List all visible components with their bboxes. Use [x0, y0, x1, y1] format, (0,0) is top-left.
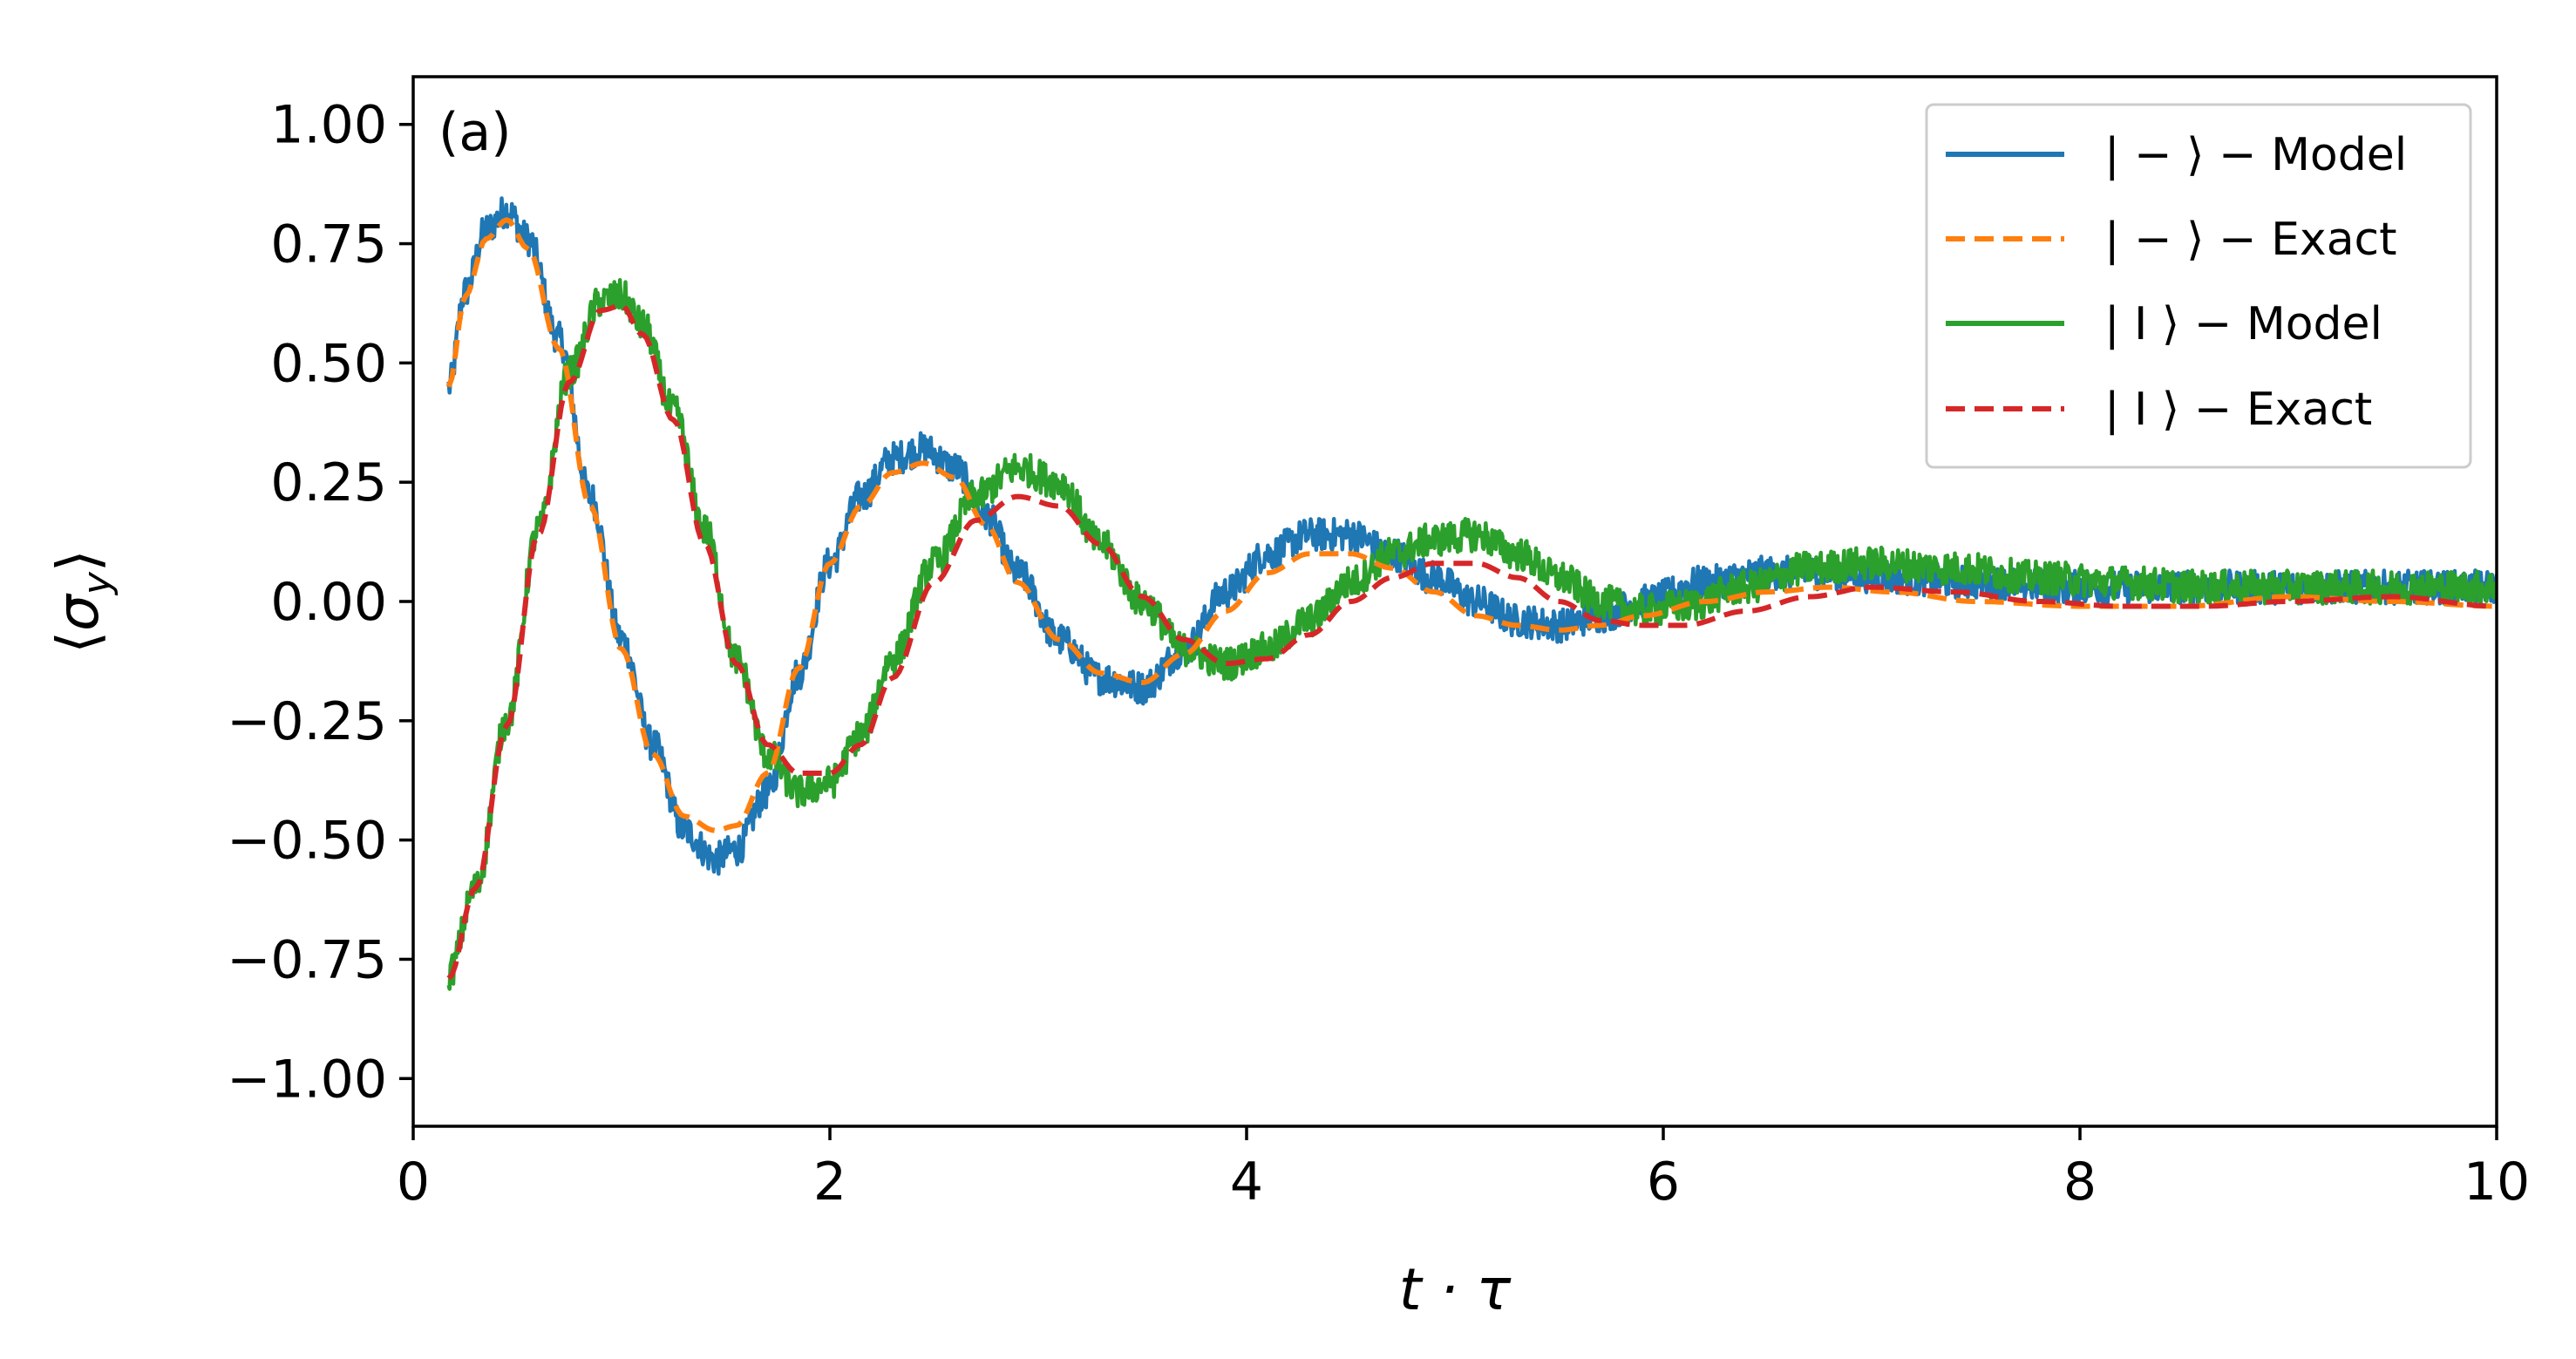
y-axis-label: ⟨σy⟩	[44, 549, 119, 653]
x-tick-label: 4	[1230, 1152, 1263, 1213]
x-tick-label: 8	[2063, 1152, 2097, 1213]
legend-label-1: | − ⟩ − Model	[2104, 129, 2407, 181]
series-layer	[445, 196, 2497, 991]
panel-label: (a)	[438, 102, 512, 163]
x-tick-label: 0	[397, 1152, 430, 1213]
svg-text:⟨σy⟩: ⟨σy⟩	[44, 549, 119, 653]
legend: | − ⟩ − Model | − ⟩ − Exact | I ⟩ − Model |…	[1925, 103, 2472, 469]
y-tick-label: −0.50	[227, 811, 387, 872]
x-axis: 0 2 4 6 8 10	[397, 1126, 2530, 1213]
y-tick-label: −0.25	[227, 691, 387, 752]
series-line-3	[446, 278, 2497, 991]
y-tick-label: 0.75	[270, 214, 387, 275]
y-tick-label: 0.50	[270, 333, 387, 394]
legend-label-2: | − ⟩ − Exact	[2104, 214, 2397, 266]
y-axis: 1.00 0.75 0.50 0.25 0.00 −0.25 −0.50 −0.75 −1.00	[227, 95, 413, 1110]
x-tick-label: 6	[1647, 1152, 1680, 1213]
y-tick-label: 0.00	[270, 572, 387, 633]
x-axis-label: t · τ	[1399, 1256, 1512, 1323]
legend-label-3: | I ⟩ − Model	[2104, 298, 2382, 350]
y-tick-label: 0.25	[270, 452, 387, 513]
legend-label-4: | I ⟩ − Exact	[2104, 384, 2372, 436]
y-tick-label: −0.75	[227, 929, 387, 990]
x-tick-label: 10	[2464, 1152, 2530, 1213]
y-tick-label: −1.00	[227, 1049, 387, 1110]
legend-box	[1925, 103, 2472, 469]
x-tick-label: 2	[813, 1152, 846, 1213]
y-tick-label: 1.00	[270, 95, 387, 156]
series-line-4	[446, 302, 2497, 981]
